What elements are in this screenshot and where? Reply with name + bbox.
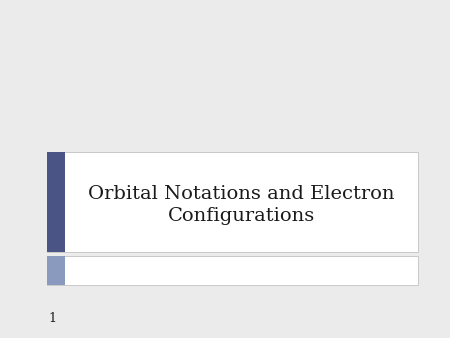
Bar — [47, 152, 418, 252]
Text: Configurations: Configurations — [168, 207, 315, 225]
Text: Orbital Notations and Electron: Orbital Notations and Electron — [88, 185, 395, 203]
Bar — [47, 152, 65, 252]
Bar — [47, 256, 65, 285]
Bar — [47, 256, 418, 285]
Text: 1: 1 — [48, 312, 56, 324]
